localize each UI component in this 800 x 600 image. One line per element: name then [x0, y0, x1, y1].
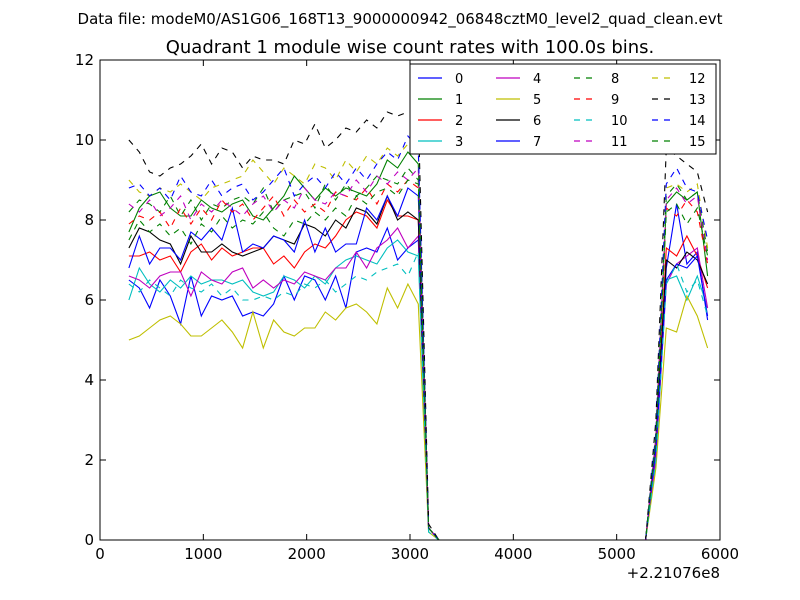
legend-label-1: 1: [455, 93, 463, 108]
y-tick-label: 12: [75, 51, 94, 69]
legend-label-10: 10: [611, 114, 628, 129]
legend-label-2: 2: [455, 114, 463, 129]
legend-label-11: 11: [611, 135, 628, 150]
legend-label-12: 12: [689, 72, 706, 87]
legend-label-3: 3: [455, 135, 463, 150]
y-tick-label: 0: [84, 531, 94, 549]
series-line-15: [128, 179, 709, 541]
series-line-9: [128, 179, 709, 541]
x-tick-label: 3000: [391, 545, 429, 563]
y-tick-label: 2: [84, 451, 94, 469]
file-title: Data file: modeM0/AS1G06_168T13_90000009…: [78, 10, 723, 29]
legend-label-15: 15: [689, 135, 706, 150]
series-line-8: [128, 167, 709, 541]
legend-label-14: 14: [689, 114, 706, 129]
x-tick-label: 6000: [701, 545, 739, 563]
y-tick-label: 8: [84, 211, 94, 229]
x-tick-label: 1000: [184, 545, 222, 563]
plot-title: Quadrant 1 module wise count rates with …: [166, 37, 655, 58]
legend-box: [409, 63, 717, 155]
y-tick-label: 4: [84, 371, 94, 389]
legend-label-7: 7: [533, 135, 541, 150]
x-tick-label: 5000: [598, 545, 636, 563]
legend-label-5: 5: [533, 93, 541, 108]
x-tick-label: 2000: [288, 545, 326, 563]
y-tick-label: 10: [75, 131, 94, 149]
legend-label-0: 0: [455, 72, 463, 87]
legend-label-9: 9: [611, 93, 619, 108]
series-line-12: [128, 143, 709, 541]
legend-label-8: 8: [611, 72, 619, 87]
x-offset-label: +2.21076e8: [627, 564, 720, 582]
x-tick-label: 4000: [494, 545, 532, 563]
y-tick-label: 6: [84, 291, 94, 309]
legend-label-4: 4: [533, 72, 541, 87]
legend-label-6: 6: [533, 114, 541, 129]
x-tick-label: 0: [95, 545, 105, 563]
legend-label-13: 13: [689, 93, 706, 108]
